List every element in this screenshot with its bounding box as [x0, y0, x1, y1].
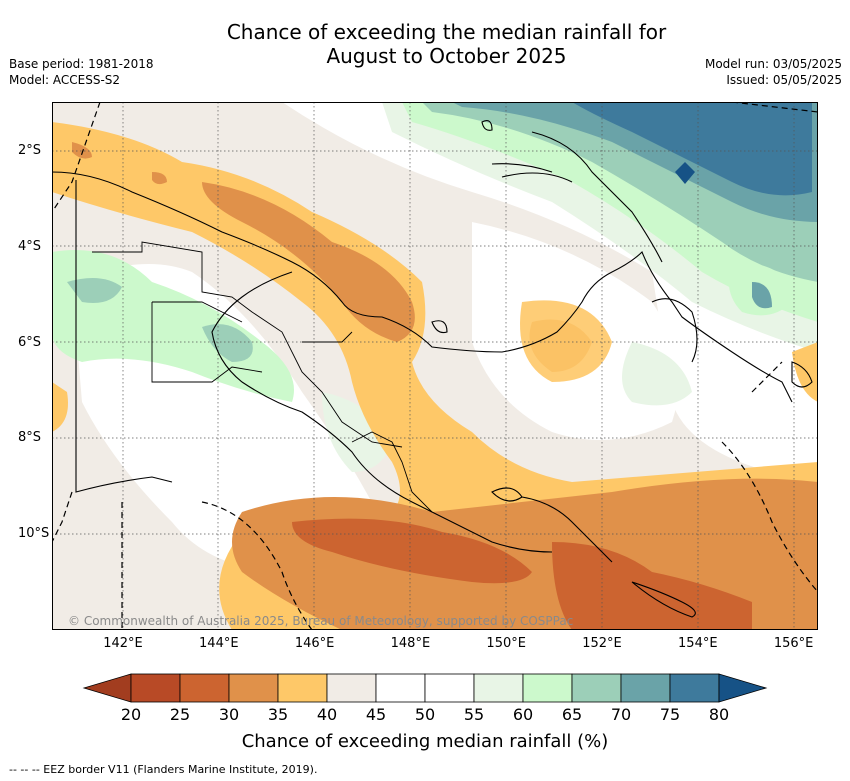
colorbar-segment [228, 673, 279, 703]
latitude-label: 2°S [18, 143, 42, 158]
latitude-label: 6°S [18, 334, 42, 350]
shade-65-70-region [67, 278, 122, 303]
coastline [52, 120, 813, 618]
map-title: Chance of exceeding the median rainfall … [0, 20, 850, 68]
longitude-label: 152°E [582, 636, 622, 651]
model-run: Model run: 03/05/2025 [704, 57, 842, 71]
colorbar-tick-label: 80 [708, 705, 730, 724]
shade-30-35-region [202, 182, 415, 342]
meta-left: Base period: 1981-2018 Model: ACCESS-S2 [9, 56, 154, 88]
eez-footnote: -- -- -- EEZ border V11 (Flanders Marine… [9, 763, 318, 776]
shade-65-70-region [752, 282, 772, 309]
colorbar-tick-label: 35 [267, 705, 289, 724]
shade-above-80-region [675, 162, 695, 184]
colorbar-segment [375, 673, 426, 703]
colorbar-tick-label: 45 [365, 705, 387, 724]
eez-border [52, 102, 818, 630]
colorbar-segment [326, 673, 377, 703]
graticule [52, 102, 818, 630]
shade-75-80-region [572, 102, 812, 196]
longitude-label: 148°E [390, 636, 431, 651]
colorbar-segment [522, 673, 573, 703]
title-line-1: Chance of exceeding the median rainfall … [226, 20, 667, 44]
colorbar-segment [424, 673, 475, 703]
title-line-2: August to October 2025 [326, 44, 567, 68]
longitude-label: 142°E [103, 636, 143, 651]
colorbar-segment [277, 673, 328, 703]
shade-35-40-region [72, 142, 92, 159]
province-borders [92, 241, 433, 513]
issued-date: Issued: 05/05/2025 [726, 73, 842, 87]
longitude-label: 154°E [678, 636, 718, 651]
model-name: Model: ACCESS-S2 [9, 73, 121, 87]
colorbar-segment [130, 673, 181, 703]
colorbar-segment [473, 673, 524, 703]
shade-35-40-region [520, 300, 612, 382]
colorbar-segment [620, 673, 671, 703]
colorbar-tick-label: 20 [120, 705, 142, 724]
shade-35-40-region [52, 382, 68, 432]
shade-25-30-region [292, 518, 532, 584]
colorbar-below-20-triangle [82, 673, 132, 703]
colorbar-tick-label: 70 [610, 705, 632, 724]
colorbar-segment [669, 673, 720, 703]
copyright-notice: © Commonwealth of Australia 2025, Bureau… [68, 614, 574, 628]
shade-35-40-region [792, 342, 818, 402]
colorbar-tick-label: 50 [414, 705, 436, 724]
latitude-label: 8°S [18, 430, 42, 446]
base-period: Base period: 1981-2018 [9, 57, 154, 71]
longitude-label: 156°E [773, 636, 814, 651]
shade-55-60-region [622, 342, 692, 406]
longitude-label: 146°E [294, 636, 335, 651]
colorbar-tick-label: 40 [316, 705, 338, 724]
shade-65-70-region [202, 324, 253, 362]
shade-25-30-region [552, 542, 752, 630]
colorbar-tick-label: 25 [169, 705, 191, 724]
longitude-label: 150°E [486, 636, 526, 651]
forecast-map [52, 102, 818, 630]
colorbar [82, 673, 768, 703]
colorbar-segment [179, 673, 230, 703]
colorbar-tick-label: 30 [218, 705, 240, 724]
colorbar-title: Chance of exceeding median rainfall (%) [241, 731, 609, 752]
latitude-label: 10°S [18, 526, 50, 542]
colorbar-tick-label: 75 [659, 705, 681, 724]
colorbar-above-80-triangle [718, 673, 768, 703]
colorbar-segment [571, 673, 622, 703]
longitude-label: 144°E [199, 636, 239, 651]
meta-right: Model run: 03/05/2025 Issued: 05/05/2025 [705, 56, 842, 88]
colorbar-tick-label: 65 [561, 705, 583, 724]
shade-35-40-region [152, 172, 167, 185]
colorbar-tick-label: 60 [512, 705, 534, 724]
colorbar-tick-label: 55 [463, 705, 485, 724]
latitude-label: 4°S [18, 238, 42, 254]
